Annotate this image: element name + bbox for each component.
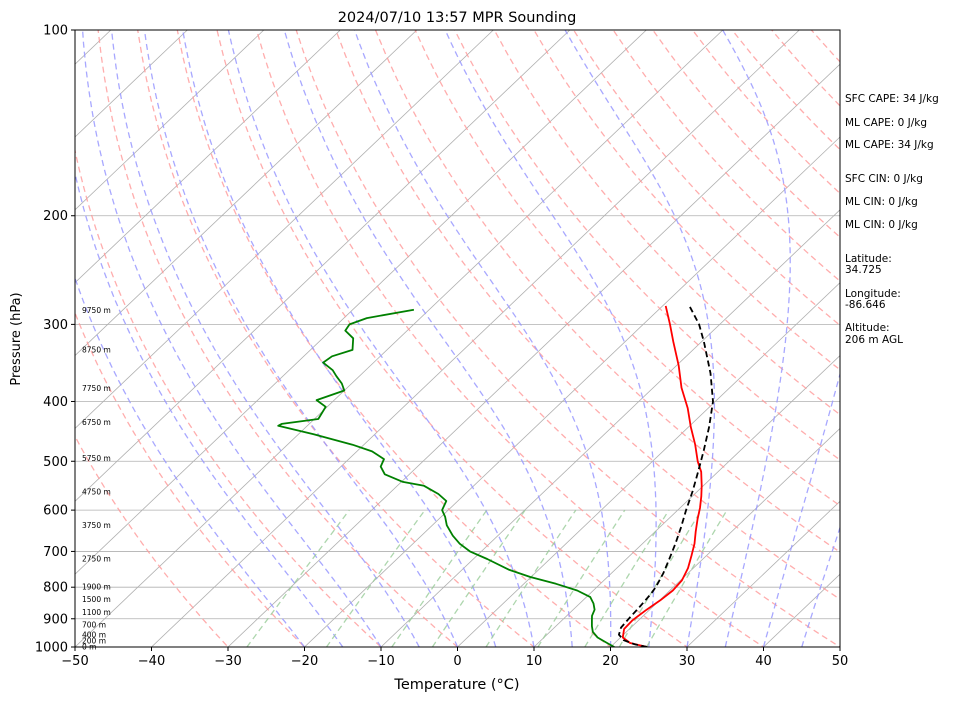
sfc-cape-label: SFC CAPE: 34 J/kg — [845, 93, 939, 105]
mixing-ratio-line — [619, 510, 701, 647]
y-tick-label: 200 — [43, 209, 68, 224]
y-axis-label: Pressure (hPa) — [9, 292, 24, 385]
mixing-ratio-line — [647, 510, 727, 647]
y-tick-label: 900 — [43, 612, 68, 627]
moist-adiabat-line — [723, 30, 791, 647]
y-tick-label: 400 — [43, 395, 68, 410]
x-tick-label: 50 — [832, 654, 849, 669]
ml-cape-label-2: ML CAPE: 34 J/kg — [845, 139, 934, 151]
dry-adiabat-line — [19, 30, 318, 660]
height-label: 700 m — [82, 620, 106, 629]
dry-adiabat-line — [138, 30, 551, 660]
altitude-value: 206 m AGL — [845, 334, 903, 346]
height-label: 3750 m — [82, 521, 111, 530]
y-tick-label: 600 — [43, 504, 68, 519]
mixing-ratio-line — [486, 510, 576, 647]
height-label: 4750 m — [82, 488, 111, 497]
x-tick-label: 20 — [602, 654, 619, 669]
mixing-ratio-line — [392, 510, 487, 647]
sfc-cin-label: SFC CIN: 0 J/kg — [845, 173, 923, 185]
height-label: 1100 m — [82, 608, 111, 617]
height-label: 5750 m — [82, 454, 111, 463]
height-label: 400 m — [82, 630, 106, 639]
y-tick-label: 1000 — [35, 641, 68, 656]
height-label: 1900 m — [82, 583, 111, 592]
moist-adiabat-line — [183, 30, 496, 647]
isotherm-line — [228, 30, 876, 647]
isotherm-line — [75, 30, 723, 647]
moist-adiabat-line — [83, 30, 381, 647]
longitude-value: -86.646 — [845, 299, 886, 311]
x-tick-label: 30 — [679, 654, 696, 669]
ml-cape-label: ML CAPE: 0 J/kg — [845, 117, 927, 129]
y-tick-label: 300 — [43, 318, 68, 333]
x-tick-label: 10 — [526, 654, 543, 669]
series-layer — [278, 306, 713, 647]
x-tick-label: 40 — [755, 654, 772, 669]
dry-adiabat-line — [98, 30, 473, 660]
chart-title: 2024/07/10 13:57 MPR Sounding — [338, 10, 577, 26]
latitude-value: 34.725 — [845, 264, 882, 276]
height-label: 2750 m — [82, 554, 111, 563]
x-tick-label: 0 — [453, 654, 461, 669]
x-tick-label: −50 — [61, 654, 88, 669]
x-tick-label: −30 — [214, 654, 241, 669]
x-tick-label: −10 — [367, 654, 394, 669]
y-tick-label: 700 — [43, 545, 68, 560]
reference-lines — [0, 30, 954, 660]
mixing-ratio-line — [538, 510, 625, 647]
height-label: 6750 m — [82, 418, 111, 427]
dry-adiabat-line — [217, 30, 706, 660]
altitude-label: Altitude: — [845, 322, 890, 334]
y-tick-label: 500 — [43, 455, 68, 470]
mixing-ratio-line — [247, 510, 349, 647]
height-label: 9750 m — [82, 306, 111, 315]
y-tick-label: 800 — [43, 581, 68, 596]
moist-adiabat-line — [145, 30, 458, 647]
dry-adiabat-line — [0, 30, 240, 660]
x-tick-label: −40 — [138, 654, 165, 669]
x-axis-label: Temperature (°C) — [393, 677, 519, 693]
ml-cin-label: ML CIN: 0 J/kg — [845, 196, 918, 208]
moist-adiabat-line — [112, 30, 420, 647]
y-tick-label: 100 — [43, 24, 68, 39]
x-tick-label: −20 — [291, 654, 318, 669]
height-label: 1500 m — [82, 595, 111, 604]
height-label: 7750 m — [82, 384, 111, 393]
moist-adiabat-line — [228, 30, 534, 647]
height-label: 8750 m — [82, 345, 111, 354]
ml-cin-label-2: ML CIN: 0 J/kg — [845, 219, 918, 231]
